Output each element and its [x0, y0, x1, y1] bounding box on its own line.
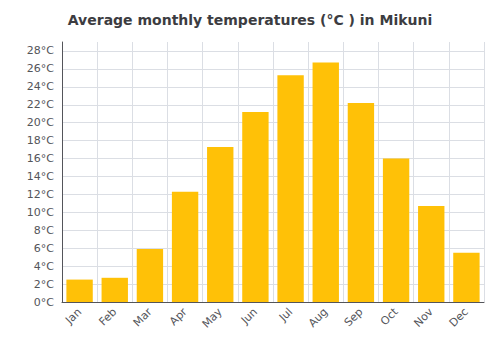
svg-text:May: May [200, 305, 226, 331]
svg-text:Aug: Aug [306, 305, 330, 329]
svg-text:Jun: Jun [238, 305, 260, 327]
svg-text:10°C: 10°C [27, 206, 54, 219]
svg-text:18°C: 18°C [27, 134, 54, 147]
svg-text:6°C: 6°C [34, 242, 54, 255]
svg-text:24°C: 24°C [27, 80, 54, 93]
svg-text:8°C: 8°C [34, 224, 54, 237]
svg-text:14°C: 14°C [27, 170, 54, 183]
svg-text:0°C: 0°C [34, 296, 54, 309]
svg-text:12°C: 12°C [27, 188, 54, 201]
svg-text:16°C: 16°C [27, 152, 54, 165]
svg-text:Nov: Nov [411, 305, 436, 330]
svg-text:Jul: Jul [276, 305, 295, 324]
svg-text:28°C: 28°C [27, 44, 54, 57]
svg-text:Dec: Dec [447, 305, 471, 329]
svg-text:Sep: Sep [342, 305, 366, 329]
svg-text:Average monthly temperatures (: Average monthly temperatures (°C ) in Mi… [68, 12, 432, 28]
svg-text:Feb: Feb [96, 305, 119, 328]
svg-text:Apr: Apr [167, 305, 190, 328]
svg-text:Oct: Oct [378, 305, 401, 328]
svg-text:22°C: 22°C [27, 98, 54, 111]
svg-text:20°C: 20°C [27, 116, 54, 129]
svg-text:Mar: Mar [131, 305, 155, 329]
svg-text:2°C: 2°C [34, 278, 54, 291]
svg-text:26°C: 26°C [27, 62, 54, 75]
svg-text:Jan: Jan [62, 305, 84, 327]
svg-text:4°C: 4°C [34, 260, 54, 273]
